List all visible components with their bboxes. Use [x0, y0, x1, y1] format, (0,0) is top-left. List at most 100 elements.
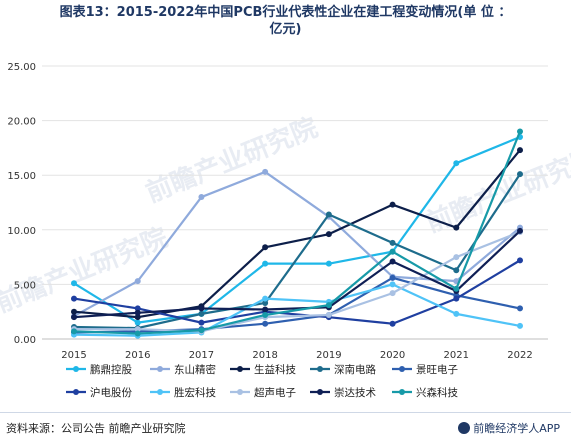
legend-label-3: 深南电路	[334, 363, 376, 376]
legend-swatch-marker-2	[237, 366, 243, 372]
series-6-point-2021	[453, 310, 460, 317]
series-line-1	[73, 170, 521, 318]
legend-label-2: 生益科技	[254, 363, 296, 376]
legend-swatch-marker-9	[399, 389, 405, 395]
legend-label-8: 崇达技术	[334, 386, 376, 399]
series-5-point-2017	[198, 319, 205, 326]
series-9-point-2016	[134, 330, 141, 337]
series-9-point-2017	[198, 327, 205, 334]
series-4-point-2020	[389, 274, 396, 281]
series-2-point-2018	[262, 244, 269, 251]
series-3-point-2018	[262, 299, 269, 306]
series-2-point-2019	[325, 231, 332, 238]
series-2-point-2020	[389, 201, 396, 208]
series-5-point-2016	[134, 305, 141, 312]
brand-text: 前瞻经济学人APP	[473, 422, 560, 435]
series-9-point-2018	[262, 311, 269, 318]
x-tick-label-2016: 2016	[125, 350, 150, 361]
series-line-9	[73, 131, 522, 335]
series-0-point-2019	[325, 260, 332, 267]
series-6-point-2022	[517, 322, 523, 329]
legend-label-9: 兴森科技	[416, 386, 458, 399]
series-0-point-2018	[262, 260, 269, 267]
series-9-point-2020	[389, 248, 396, 255]
series-8-point-2016	[134, 309, 141, 316]
series-4-point-2018	[262, 320, 269, 327]
series-7-point-2021	[453, 254, 460, 261]
series-6-point-2020	[389, 281, 396, 288]
series-1-point-2018	[262, 168, 269, 175]
series-7-point-2016	[134, 326, 141, 333]
brand-logo-icon	[458, 422, 471, 434]
x-tick-label-2017: 2017	[189, 350, 214, 361]
series-5-point-2021	[453, 295, 460, 302]
series-2-point-2016	[134, 314, 141, 321]
y-tick-label-5: 25.00	[7, 62, 36, 73]
series-2-point-2021	[453, 224, 460, 231]
y-tick-label-2: 10.00	[7, 226, 36, 237]
chart-title-line1: 图表13：2015-2022年中国PCB行业代表性企业在建工程变动情况(单 位 …	[59, 5, 512, 20]
source-note: 资料来源：公司公告 前瞻产业研究院	[6, 422, 186, 435]
y-tick-label-3: 15.00	[7, 171, 36, 182]
series-5-point-2020	[389, 320, 396, 327]
series-7-point-2019	[325, 311, 332, 318]
series-8-point-2022	[517, 227, 523, 234]
series-9-point-2019	[325, 302, 332, 309]
series-line-3	[73, 173, 521, 330]
footer: 资料来源：公司公告 前瞻产业研究院 前瞻经济学人APP	[6, 420, 566, 436]
series-line-2	[73, 149, 521, 319]
x-tick-label-2022: 2022	[507, 350, 532, 361]
legend-swatch-marker-4	[399, 366, 405, 372]
series-9-point-2022	[517, 128, 523, 135]
legend-label-4: 景旺电子	[416, 363, 458, 376]
legend-label-7: 超声电子	[254, 386, 296, 399]
series-line-5	[73, 259, 521, 325]
line-chart: 0.00 5.00 10.00 15.00 20.00 25.00 2015 2016 2017…	[7, 62, 548, 399]
series-0-point-2016	[134, 319, 141, 326]
series-9-point-2021	[453, 285, 460, 292]
x-tick-label-2015: 2015	[61, 350, 86, 361]
legend-swatch-marker-3	[317, 366, 323, 372]
y-tick-label-1: 5.00	[14, 280, 36, 291]
legend-label-6: 胜宏科技	[174, 386, 216, 399]
series-line-7	[74, 230, 521, 333]
legend-swatch-marker-7	[237, 389, 243, 395]
legend-label-1: 东山精密	[174, 363, 216, 376]
series-8-point-2020	[389, 258, 396, 265]
series-line-0	[73, 135, 521, 324]
series-4-point-2022	[517, 305, 523, 312]
y-tick-label-0: 0.00	[14, 335, 36, 346]
series-1-point-2016	[134, 278, 141, 285]
chart-title-line2: 亿元)	[269, 22, 302, 37]
legend-swatch-marker-5	[73, 389, 79, 395]
legend-swatch-marker-6	[157, 389, 163, 395]
series-5-point-2015	[71, 295, 77, 302]
series-3-point-2019	[325, 211, 332, 218]
x-tick-label-2021: 2021	[444, 350, 469, 361]
series-9-point-2015	[71, 328, 77, 335]
brand-label: 前瞻经济学人APP	[458, 420, 560, 436]
series-line-6	[73, 283, 521, 337]
y-tick-label-4: 20.00	[7, 117, 36, 128]
series-8-point-2015	[71, 314, 77, 321]
series-3-point-2021	[453, 267, 460, 274]
footer-divider	[0, 412, 571, 413]
x-tick-label-2019: 2019	[316, 350, 341, 361]
x-tick-label-2020: 2020	[380, 350, 405, 361]
series-3-point-2022	[517, 171, 523, 178]
x-tick-label-2018: 2018	[252, 350, 277, 361]
series-6-point-2018	[262, 295, 269, 302]
series-8-point-2018	[262, 306, 269, 313]
chart-title: 图表13：2015-2022年中国PCB行业代表性企业在建工程变动情况(单 位 …	[0, 4, 571, 38]
series-5-point-2022	[517, 257, 523, 264]
legend-label-0: 鹏鼎控股	[90, 363, 132, 376]
series-0-point-2021	[453, 160, 460, 167]
legend-swatch-marker-0	[73, 366, 79, 372]
series-8-point-2017	[198, 305, 205, 312]
series-line-8	[73, 230, 521, 319]
legend-swatch-marker-1	[157, 366, 163, 372]
series-1-point-2017	[198, 194, 205, 201]
series-3-point-2017	[198, 310, 205, 317]
series-line-4	[73, 276, 521, 334]
series-0-point-2015	[71, 280, 77, 287]
